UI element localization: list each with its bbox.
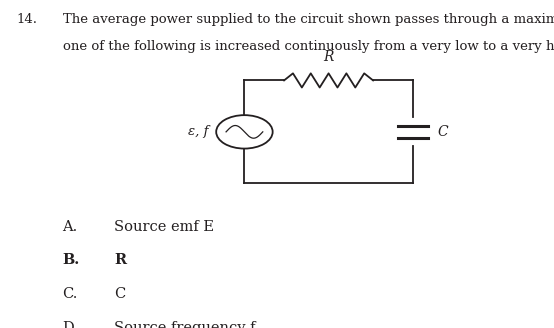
- Text: A.: A.: [63, 220, 78, 234]
- Text: R: R: [324, 51, 334, 64]
- Text: one of the following is increased continuously from a very low to a very high va: one of the following is increased contin…: [63, 40, 554, 53]
- Text: 14.: 14.: [17, 13, 38, 26]
- Text: ε, f: ε, f: [188, 125, 208, 138]
- Text: D.: D.: [63, 321, 79, 328]
- Text: The average power supplied to the circuit shown passes through a maximum when wh: The average power supplied to the circui…: [63, 13, 554, 26]
- Text: C: C: [438, 125, 448, 139]
- Text: C.: C.: [63, 287, 78, 301]
- Text: Source frequency f: Source frequency f: [114, 321, 255, 328]
- Text: C: C: [114, 287, 125, 301]
- Text: B.: B.: [63, 254, 80, 267]
- Text: R: R: [114, 254, 126, 267]
- Text: Source emf E: Source emf E: [114, 220, 214, 234]
